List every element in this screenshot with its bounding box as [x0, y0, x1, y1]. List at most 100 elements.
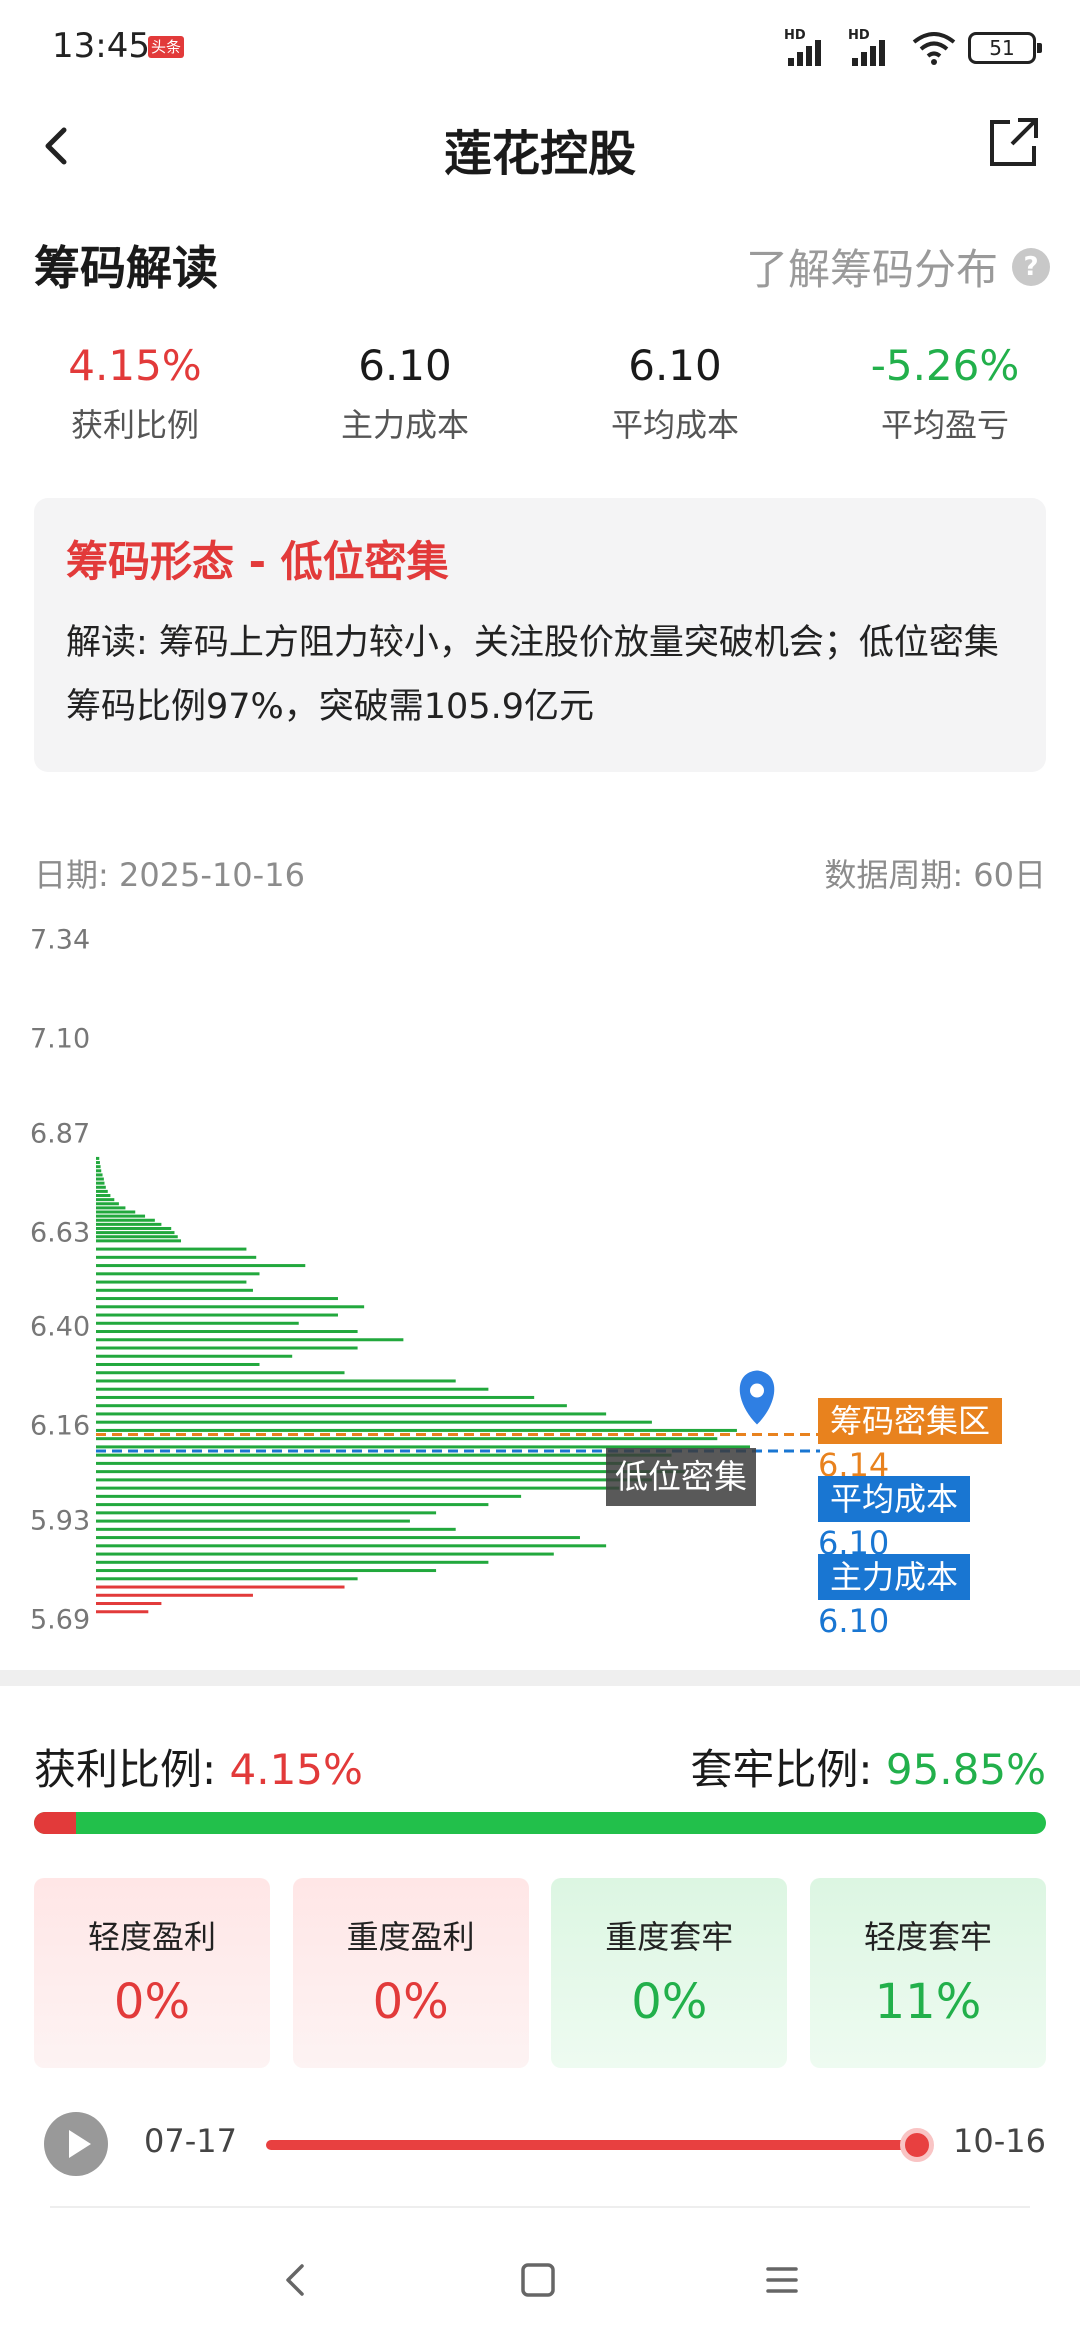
chip-bar: [96, 1165, 101, 1169]
help-icon[interactable]: ?: [1012, 247, 1050, 286]
chip-bar: [96, 1280, 247, 1284]
chip-bar: [96, 1577, 358, 1581]
box-value: 0%: [631, 1974, 708, 2030]
chip-distribution-chart[interactable]: 7.34 7.10 6.87 6.63 6.40 6.16 5.93 5.69 低位密集 筹码密集…: [0, 910, 1080, 1650]
slider-track[interactable]: [266, 2140, 916, 2150]
chip-bar: [96, 1210, 136, 1214]
timeline-slider: 07-17 10-16: [34, 2108, 1046, 2184]
nav-menu-icon[interactable]: [762, 2260, 802, 2300]
chip-bar: [96, 1503, 489, 1507]
chip-bar: [96, 1494, 522, 1498]
chip-bar: [96, 1511, 437, 1515]
chip-bar: [96, 1218, 155, 1222]
box-heavy-profit: 重度盈利 0%: [292, 1878, 529, 2068]
learn-chips-label: 了解筹码分布: [745, 245, 998, 294]
chip-bar: [96, 1330, 358, 1334]
status-bar: 13:45 头条 HD HD 51: [0, 0, 1080, 96]
chip-bar: [96, 1346, 358, 1350]
chip-bar: [96, 1552, 554, 1556]
trapped-ratio-value: 95.85%: [885, 1745, 1046, 1794]
chip-bar: [96, 1379, 456, 1383]
chip-bar: [96, 1371, 345, 1375]
profit-progress-bar: [34, 1812, 1046, 1834]
chip-bar: [96, 1288, 253, 1292]
share-icon[interactable]: [986, 114, 1042, 170]
stat-value: 6.10: [358, 341, 452, 390]
stat-value: 4.15%: [68, 341, 202, 390]
chip-bar: [96, 1177, 104, 1181]
signal-hd-label: HD: [784, 28, 806, 43]
signal-hd-label-2: HD: [848, 28, 870, 43]
location-pin-dot: [750, 1383, 764, 1398]
stats-row: 4.15% 获利比例 6.10 主力成本 6.10 平均成本 -5.26% 平均…: [0, 338, 1080, 448]
stat-value: -5.26%: [870, 341, 1020, 390]
stat-label: 主力成本: [340, 406, 469, 444]
chip-bar: [96, 1362, 260, 1366]
chip-bar: [96, 1156, 100, 1160]
chip-bar: [96, 1486, 620, 1490]
chip-bar: [96, 1536, 580, 1540]
chip-bar: [96, 1272, 260, 1276]
chip-bar: [96, 1321, 299, 1325]
chip-bar: [96, 1437, 718, 1441]
chip-bar: [96, 1602, 162, 1606]
app-header: 莲花控股: [0, 96, 1080, 196]
chip-chart-svg: [96, 1156, 820, 1614]
stat-avg-cost: 6.10 平均成本: [540, 338, 810, 448]
page-title: 莲花控股: [443, 126, 636, 182]
chip-bar: [96, 1181, 105, 1185]
card-description: 解读: 筹码上方阻力较小，关注股价放量突破机会；低位密集筹码比例97%，突破需1…: [66, 623, 999, 727]
box-light-profit: 轻度盈利 0%: [34, 1878, 270, 2068]
chip-bar: [96, 1610, 149, 1614]
box-label: 重度套牢: [605, 1918, 734, 1956]
trapped-ratio: 套牢比例: 95.85%: [690, 1736, 1046, 1797]
profit-ratio-value: 4.15%: [229, 1745, 363, 1794]
chip-bar: [96, 1231, 175, 1235]
chip-bar: [96, 1305, 365, 1309]
box-value: 11%: [874, 1974, 982, 2030]
chip-bar: [96, 1404, 567, 1408]
nav-home-icon[interactable]: [518, 2260, 558, 2300]
y-tick-label: 5.93: [30, 1505, 91, 1537]
profit-ratio-label: 获利比例:: [34, 1745, 230, 1794]
chip-bar: [96, 1593, 253, 1597]
chip-bar: [96, 1226, 172, 1230]
slider-start-date: 07-17: [144, 2122, 237, 2160]
chip-bar: [96, 1569, 437, 1573]
signal-icon: HD: [784, 28, 836, 66]
dense-pattern-label: 低位密集: [606, 1448, 756, 1506]
chip-bar: [96, 1247, 247, 1251]
chip-bar: [96, 1428, 737, 1432]
y-tick-label: 6.16: [30, 1410, 91, 1442]
chart-date: 日期: 2025-10-16: [34, 856, 305, 894]
profit-progress-fill: [34, 1812, 76, 1834]
interpretation-card: 筹码形态 - 低位密集 解读: 筹码上方阻力较小，关注股价放量突破机会；低位密集…: [34, 498, 1046, 772]
chip-bar: [96, 1387, 489, 1391]
chart-period: 数据周期: 60日: [824, 856, 1046, 894]
battery-icon: 51: [968, 32, 1042, 64]
chip-bar: [96, 1527, 456, 1531]
chip-bar: [96, 1169, 102, 1173]
dense-zone-tag: 筹码密集区: [818, 1398, 1003, 1444]
card-title: 筹码形态 - 低位密集: [66, 537, 449, 586]
system-nav-bar: [0, 2230, 1080, 2340]
y-tick-label: 6.63: [30, 1217, 91, 1249]
play-icon[interactable]: [44, 2112, 108, 2176]
chip-bar: [96, 1560, 489, 1564]
chip-bar: [96, 1313, 338, 1317]
chip-bar: [96, 1206, 126, 1210]
learn-chips-link[interactable]: 了解筹码分布 ?: [746, 236, 1050, 297]
chip-bar: [96, 1214, 146, 1218]
slider-knob[interactable]: [900, 2128, 934, 2162]
chip-bar: [96, 1297, 338, 1301]
chip-bar: [96, 1202, 119, 1206]
back-arrow-icon[interactable]: [36, 118, 76, 174]
section-divider: [0, 1670, 1080, 1686]
nav-back-icon[interactable]: [276, 2260, 316, 2300]
y-tick-label: 5.69: [30, 1604, 91, 1636]
main-cost-value: 6.10: [818, 1602, 890, 1640]
chip-bar: [96, 1198, 115, 1202]
box-value: 0%: [113, 1974, 191, 2030]
box-label: 轻度盈利: [87, 1918, 216, 1956]
status-time: 13:45: [52, 26, 150, 66]
